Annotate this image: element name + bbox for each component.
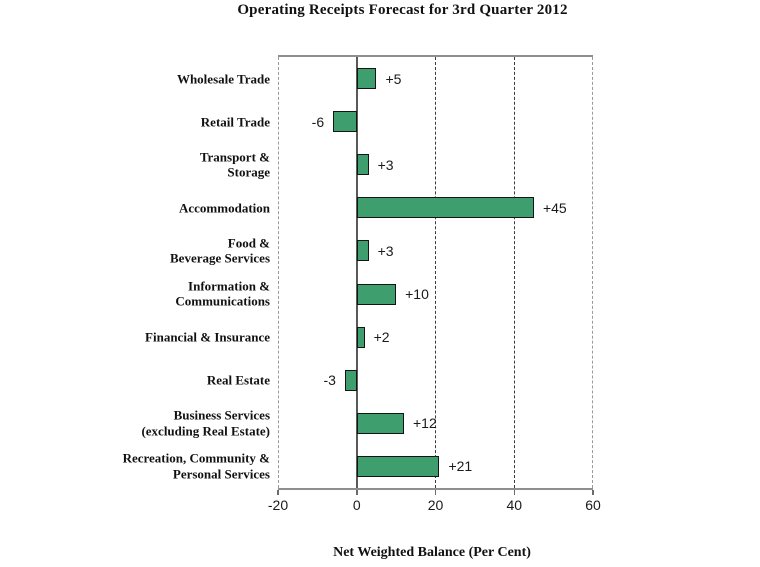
- bar: [356, 326, 365, 348]
- bar-value-label: +3: [377, 242, 394, 259]
- bar: [356, 154, 369, 176]
- x-tick-label: 20: [427, 497, 444, 513]
- bar-value-label: +12: [413, 415, 437, 432]
- bar: [356, 455, 440, 477]
- bar-value-label: +21: [448, 458, 473, 475]
- bar-value-label: +5: [385, 70, 402, 87]
- x-tick-mark: [356, 490, 358, 495]
- category-label: Information & Communications: [175, 278, 270, 310]
- x-axis-label: Net Weighted Balance (Per Cent): [333, 545, 531, 560]
- x-tick-label: 60: [585, 497, 601, 513]
- bar: [356, 197, 534, 219]
- frame-gridline: [278, 57, 279, 488]
- category-label: Retail Trade: [200, 113, 270, 129]
- bar: [356, 283, 397, 305]
- bar: [356, 240, 369, 262]
- bar-value-label: +2: [373, 329, 390, 346]
- bar: [356, 68, 377, 90]
- gridline: [434, 57, 436, 488]
- bar-value-label: +3: [377, 156, 394, 173]
- bar-value-label: +10: [405, 286, 429, 303]
- bar-value-label: -3: [323, 372, 336, 389]
- x-tick-label: 40: [506, 497, 523, 513]
- category-label: Transport & Storage: [199, 149, 270, 180]
- gridline: [513, 57, 515, 488]
- bar: [356, 412, 404, 434]
- x-tick-mark: [277, 490, 279, 495]
- category-label: Recreation, Community & Personal Service…: [122, 451, 270, 482]
- bar-value-label: -6: [311, 113, 325, 130]
- category-label: Financial & Insurance: [145, 329, 270, 345]
- bar: [333, 111, 357, 133]
- category-label: Accommodation: [179, 200, 270, 216]
- x-tick-mark: [513, 490, 515, 495]
- zero-axis-line: [355, 57, 358, 488]
- x-tick-mark: [592, 490, 594, 495]
- x-tick-label: 0: [352, 497, 361, 513]
- category-label: Food & Beverage Services: [170, 235, 270, 266]
- category-label: Wholesale Trade: [176, 70, 270, 86]
- category-label: Business Services (excluding Real Estate…: [141, 408, 270, 439]
- frame-gridline: [591, 57, 593, 488]
- category-label: Real Estate: [206, 372, 270, 388]
- x-tick-mark: [434, 490, 437, 495]
- plot-area: +5 -6 +3 +45 +3 +10 +2 -3 +12 +21: [278, 55, 593, 490]
- x-tick-label: -20: [267, 497, 289, 513]
- chart-title: Operating Receipts Forecast for 3rd Quar…: [237, 2, 568, 18]
- bar-value-label: +45: [542, 199, 567, 216]
- bar: [344, 369, 357, 391]
